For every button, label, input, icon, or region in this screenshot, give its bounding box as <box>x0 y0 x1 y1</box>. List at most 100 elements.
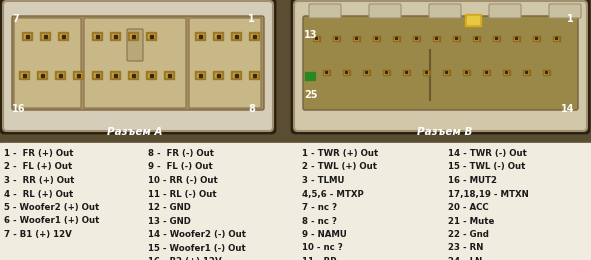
Bar <box>514 36 518 40</box>
Text: 1: 1 <box>248 14 255 24</box>
Bar <box>25 35 28 37</box>
Bar <box>545 71 547 73</box>
Text: 8: 8 <box>248 104 255 114</box>
Bar <box>444 70 448 74</box>
Bar <box>249 32 259 40</box>
Bar <box>132 35 135 37</box>
Bar <box>215 73 221 77</box>
Bar <box>525 71 527 73</box>
Bar <box>325 71 327 73</box>
Text: 23 - RN: 23 - RN <box>448 244 483 252</box>
Bar <box>24 34 30 38</box>
Bar <box>352 36 359 41</box>
Bar <box>150 35 152 37</box>
Bar <box>73 71 83 79</box>
Text: 14: 14 <box>560 104 574 114</box>
Bar <box>166 73 172 77</box>
Text: Разъем В: Разъем В <box>417 127 473 137</box>
Bar <box>423 69 430 75</box>
Text: 16 - MUT2: 16 - MUT2 <box>448 176 497 185</box>
Bar <box>512 36 519 41</box>
Text: 2 -  FL (+) Out: 2 - FL (+) Out <box>4 162 72 172</box>
Text: 22 - Gnd: 22 - Gnd <box>448 230 489 239</box>
Bar <box>22 32 32 40</box>
Bar <box>364 70 368 74</box>
Bar <box>482 69 489 75</box>
Bar <box>504 70 508 74</box>
Bar <box>465 71 467 73</box>
Bar <box>382 69 389 75</box>
Text: 7 - B1 (+) 12V: 7 - B1 (+) 12V <box>4 230 72 239</box>
Bar <box>434 36 438 40</box>
Bar <box>465 14 481 26</box>
Bar <box>402 69 410 75</box>
Bar <box>22 74 25 76</box>
Bar <box>41 74 44 76</box>
Bar <box>535 37 537 39</box>
Text: 1 - TWR (+) Out: 1 - TWR (+) Out <box>302 149 378 158</box>
Bar <box>110 32 120 40</box>
FancyBboxPatch shape <box>489 4 521 18</box>
FancyBboxPatch shape <box>294 1 587 131</box>
Bar <box>55 71 65 79</box>
Bar <box>553 36 560 41</box>
FancyBboxPatch shape <box>84 18 186 108</box>
FancyBboxPatch shape <box>369 4 401 18</box>
Bar <box>424 70 428 74</box>
Bar <box>345 71 347 73</box>
Bar <box>76 74 80 76</box>
Bar <box>44 35 47 37</box>
Bar <box>354 36 358 40</box>
Bar <box>213 32 223 40</box>
Text: 24 - LN: 24 - LN <box>448 257 482 260</box>
Bar <box>544 70 548 74</box>
Bar <box>195 71 205 79</box>
Bar <box>463 69 469 75</box>
Text: 8 - nc ?: 8 - nc ? <box>302 217 337 225</box>
Text: 16 - B2 (+) 12V: 16 - B2 (+) 12V <box>148 257 222 260</box>
Text: 3 - TLMU: 3 - TLMU <box>302 176 345 185</box>
Bar <box>484 70 488 74</box>
Bar <box>534 36 538 40</box>
Bar <box>475 37 477 39</box>
Text: 21 - Mute: 21 - Mute <box>448 217 495 225</box>
FancyBboxPatch shape <box>1 0 275 133</box>
Bar <box>384 70 388 74</box>
Bar <box>96 74 99 76</box>
Bar <box>233 73 239 77</box>
Bar <box>94 34 100 38</box>
Bar <box>112 34 118 38</box>
Bar <box>554 36 558 40</box>
Bar <box>92 71 102 79</box>
Bar <box>375 37 377 39</box>
Bar <box>323 69 330 75</box>
Bar <box>405 71 407 73</box>
Bar <box>515 37 517 39</box>
Bar <box>213 71 223 79</box>
Bar <box>343 69 349 75</box>
Bar <box>355 37 357 39</box>
Bar <box>197 34 203 38</box>
Text: 14 - Woofer2 (-) Out: 14 - Woofer2 (-) Out <box>148 230 246 239</box>
Text: 9 -  FL (-) Out: 9 - FL (-) Out <box>148 162 213 172</box>
Bar <box>233 34 239 38</box>
Text: 20 - ACC: 20 - ACC <box>448 203 489 212</box>
Bar <box>425 71 427 73</box>
Bar <box>404 70 408 74</box>
Bar <box>60 34 66 38</box>
Bar <box>502 69 509 75</box>
Bar <box>543 69 550 75</box>
FancyBboxPatch shape <box>303 16 578 110</box>
Bar <box>249 71 259 79</box>
Bar <box>251 34 257 38</box>
Text: 16: 16 <box>12 104 25 114</box>
Bar <box>57 73 63 77</box>
Bar <box>21 73 27 77</box>
Bar <box>344 70 348 74</box>
Bar <box>197 73 203 77</box>
Bar <box>150 74 152 76</box>
Text: 2 - TWL (+) Out: 2 - TWL (+) Out <box>302 162 377 172</box>
Bar <box>433 36 440 41</box>
Bar <box>252 74 255 76</box>
Bar <box>94 73 100 77</box>
